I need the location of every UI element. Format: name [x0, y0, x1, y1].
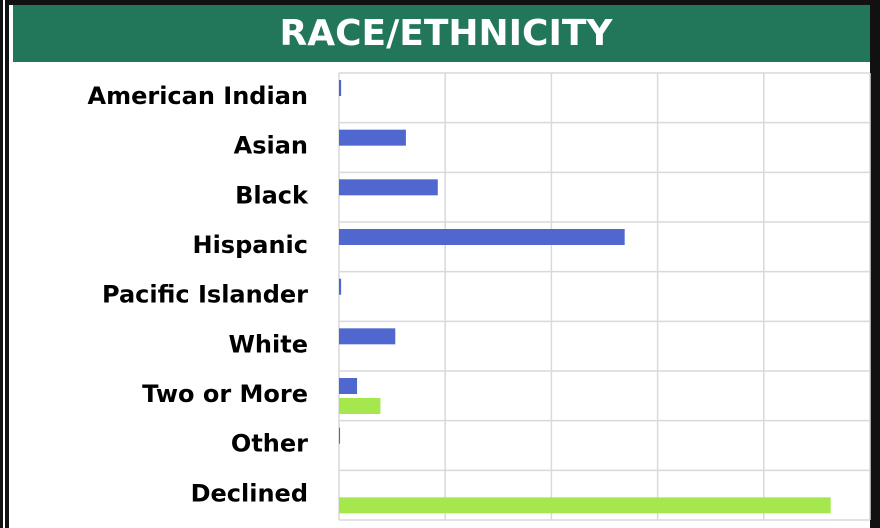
y-tick-label: Black [235, 181, 309, 209]
bar [339, 179, 438, 196]
bar [339, 328, 396, 345]
y-tick-label: American Indian [88, 82, 309, 110]
y-tick-label: White [228, 330, 308, 358]
frame-gap [3, 0, 5, 528]
title-bar [13, 5, 870, 62]
y-tick-label: Other [231, 430, 308, 458]
bar [339, 80, 342, 96]
bar [339, 129, 406, 146]
chart-title: RACE/ETHNICITY [280, 13, 614, 54]
bar [339, 378, 358, 394]
bar [339, 398, 381, 414]
y-tick-label: Asian [234, 132, 308, 160]
bar [339, 427, 341, 444]
right-frame [870, 0, 880, 528]
y-tick-label: Two or More [142, 380, 308, 408]
y-tick-label: Declined [191, 479, 308, 507]
top-frame [9, 0, 880, 5]
bar [339, 229, 625, 245]
bar [339, 497, 831, 514]
bar [339, 278, 342, 295]
y-tick-label: Pacific Islander [102, 281, 308, 309]
y-tick-label: Hispanic [192, 231, 308, 259]
